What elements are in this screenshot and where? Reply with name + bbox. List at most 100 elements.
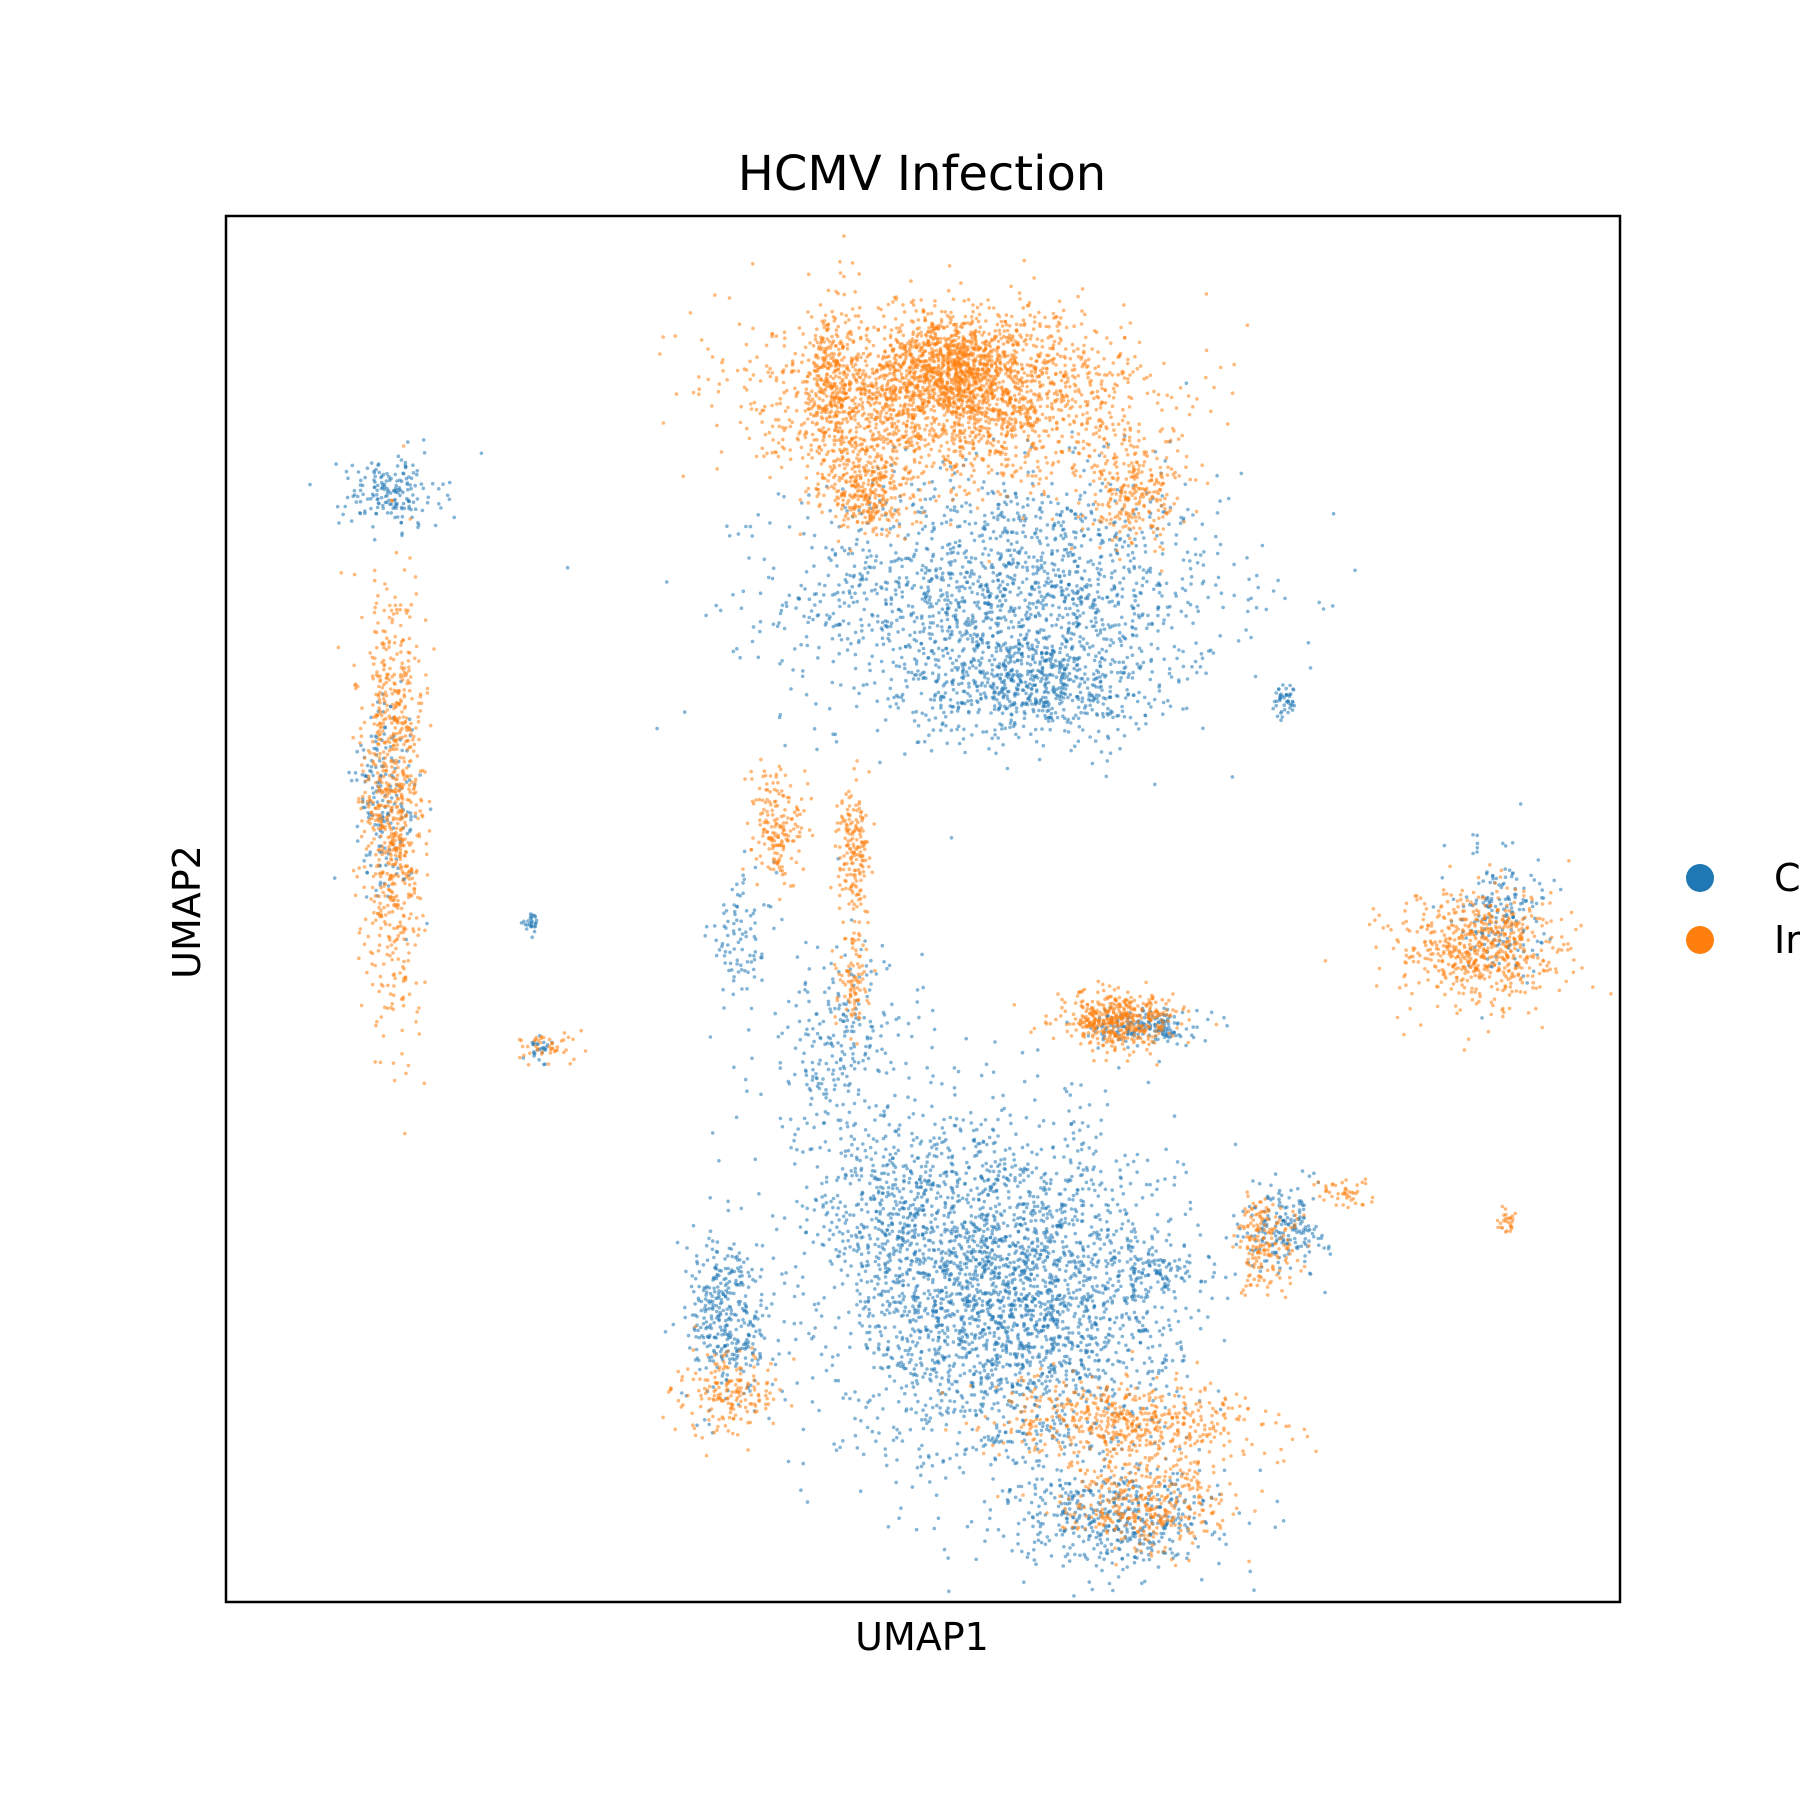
- data-point-c-1584: [957, 682, 961, 686]
- data-point-c-2529: [778, 1066, 783, 1070]
- data-point-c-617: [784, 600, 788, 605]
- data-point-c-3027: [919, 1473, 923, 1478]
- data-point-c-4952: [1007, 1252, 1011, 1257]
- data-point-c-1463: [1130, 653, 1135, 657]
- data-point-c-4936: [1046, 1310, 1051, 1315]
- data-point-c-780: [1183, 588, 1188, 593]
- data-point-c-3016: [1020, 1145, 1025, 1150]
- data-point-c-627: [1244, 628, 1248, 632]
- data-point-c-854: [1031, 647, 1036, 652]
- data-point-c-2014: [1111, 715, 1115, 720]
- data-point-c-1468: [899, 558, 904, 562]
- data-point-c-2502: [906, 1021, 911, 1026]
- data-point-c-2473: [932, 1027, 937, 1032]
- data-point-c-4240: [1164, 1384, 1169, 1388]
- data-point-c-2706: [714, 953, 719, 958]
- data-point-c-3106: [1081, 1283, 1086, 1288]
- data-point-c-1421: [949, 508, 953, 512]
- data-point-c-717: [1014, 495, 1019, 500]
- data-point-c-2643: [849, 1046, 853, 1051]
- data-point-c-1909: [1066, 717, 1071, 722]
- data-point-c-1798: [988, 684, 993, 688]
- data-point-c-2251: [395, 464, 400, 468]
- data-point-c-1612: [1126, 553, 1130, 557]
- data-point-c-2658: [877, 1069, 881, 1074]
- data-point-c-3750: [994, 1189, 999, 1194]
- data-point-c-1618: [943, 598, 947, 602]
- data-point-c-2135: [962, 647, 966, 651]
- data-point-c-1102: [714, 603, 718, 608]
- data-point-c-1647: [828, 508, 832, 513]
- data-point-c-891: [1118, 581, 1122, 585]
- data-point-c-825: [1061, 569, 1066, 574]
- data-point-c-931: [1146, 622, 1151, 627]
- data-point-c-766: [936, 646, 941, 651]
- data-point-c-4330: [1090, 1299, 1095, 1303]
- data-point-c-214: [804, 634, 809, 639]
- data-point-c-2421: [358, 511, 362, 515]
- data-point-c-3133: [911, 1340, 915, 1344]
- data-point-c-874: [1144, 722, 1148, 726]
- data-point-c-3936: [1076, 1166, 1081, 1170]
- data-point-c-3125: [960, 1355, 965, 1360]
- data-point-c-1101: [835, 590, 840, 595]
- data-point-c-1991: [1085, 641, 1089, 646]
- data-point-c-174: [1041, 606, 1045, 611]
- data-point-c-967: [970, 640, 975, 644]
- data-point-c-4909: [1026, 1332, 1030, 1337]
- data-point-c-777: [979, 561, 984, 565]
- data-point-c-1389: [983, 520, 987, 524]
- data-point-c-993: [1127, 570, 1132, 574]
- data-point-c-1703: [1073, 612, 1077, 617]
- data-point-c-905: [1039, 594, 1044, 599]
- data-point-c-1182: [1094, 610, 1098, 615]
- data-point-c-2495: [834, 1060, 839, 1065]
- data-point-c-1449: [1047, 634, 1051, 639]
- data-point-c-4945: [968, 1321, 972, 1326]
- data-point-c-4413: [978, 1289, 983, 1293]
- data-point-c-3018: [1110, 1301, 1114, 1305]
- data-point-c-3863: [886, 1339, 891, 1344]
- data-point-c-122: [847, 604, 851, 608]
- data-point-c-4518: [885, 1270, 889, 1274]
- data-point-c-384: [912, 619, 917, 624]
- data-point-c-1649: [1283, 596, 1287, 601]
- data-point-c-2309: [335, 504, 340, 509]
- data-point-c-3110: [1022, 1580, 1026, 1584]
- data-point-c-3850: [1034, 1166, 1039, 1170]
- data-point-c-2522: [838, 1066, 843, 1071]
- data-point-c-4115: [898, 1279, 902, 1284]
- data-point-c-2654: [826, 999, 831, 1004]
- data-point-c-326: [909, 482, 914, 487]
- data-point-c-1370: [1023, 451, 1027, 455]
- data-point-c-471: [930, 480, 935, 484]
- data-point-c-2328: [399, 521, 404, 525]
- data-point-c-701: [960, 504, 964, 509]
- data-point-c-168: [1100, 596, 1105, 601]
- data-point-c-4894: [933, 1299, 937, 1304]
- data-point-c-1090: [1148, 566, 1153, 571]
- data-point-c-654: [778, 611, 783, 616]
- data-point-c-684: [1146, 613, 1150, 618]
- data-point-c-2105: [995, 673, 999, 678]
- data-point-c-2244: [981, 669, 985, 674]
- data-point-c-2055: [1077, 725, 1082, 729]
- data-point-c-2127: [980, 641, 985, 645]
- data-point-c-131: [1017, 586, 1021, 590]
- data-point-c-4096: [1037, 1300, 1042, 1304]
- data-point-c-2030: [962, 727, 966, 732]
- data-point-c-463: [898, 646, 902, 651]
- data-point-c-477: [969, 571, 973, 576]
- data-point-c-3084: [853, 1416, 857, 1421]
- data-point-c-3337: [937, 1330, 941, 1335]
- data-point-c-4450: [1064, 1369, 1069, 1373]
- data-point-c-2417: [393, 515, 397, 520]
- data-point-c-1283: [1110, 658, 1115, 662]
- data-point-c-2490: [864, 964, 869, 968]
- data-point-c-4116: [976, 1142, 980, 1146]
- data-point-c-3102: [930, 1464, 935, 1468]
- data-point-c-4773: [943, 1285, 948, 1290]
- data-point-c-2616: [745, 1089, 749, 1093]
- data-point-c-4285: [1086, 1388, 1091, 1393]
- data-point-c-3210: [1222, 1338, 1227, 1343]
